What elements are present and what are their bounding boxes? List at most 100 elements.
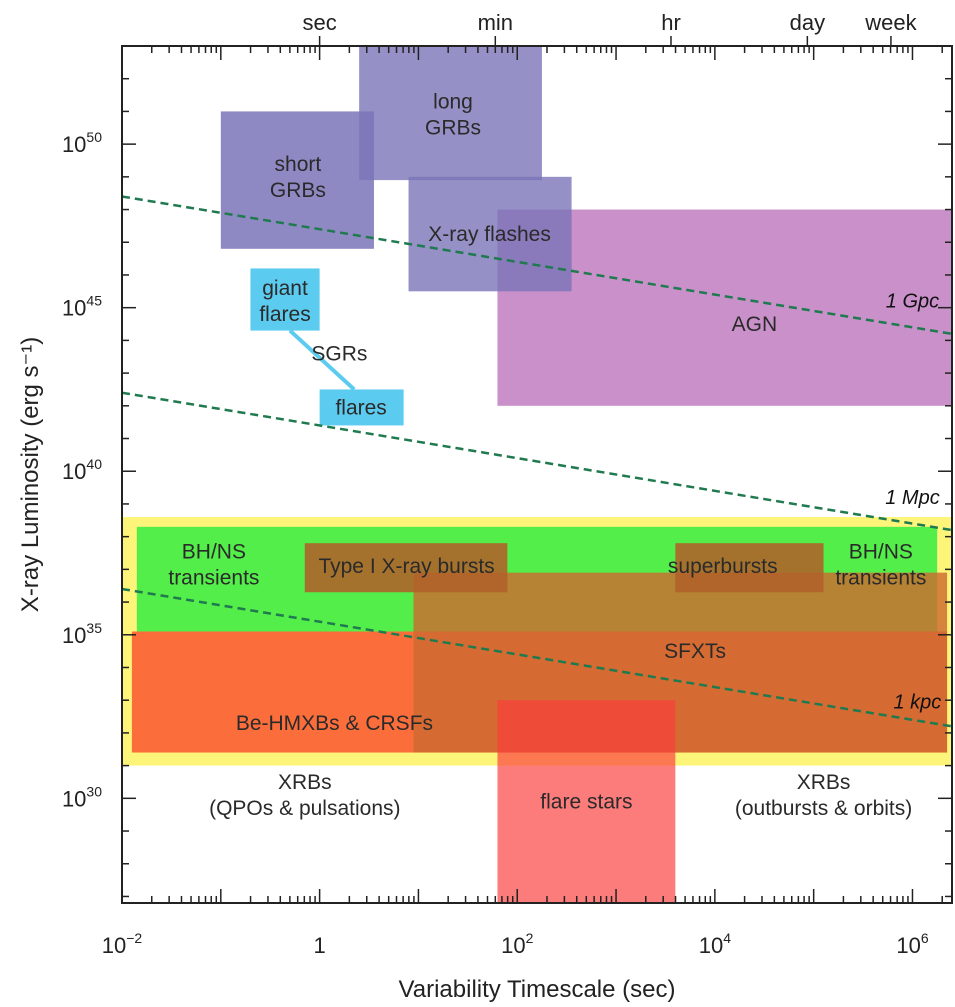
tick-exponent: 50 <box>86 129 102 145</box>
region-label-line: (QPOs & pulsations) <box>209 797 400 820</box>
region-label-line: AGN <box>732 313 778 336</box>
tick-base: 10 <box>62 132 86 157</box>
region-label-line: long <box>433 91 473 114</box>
tick-base: 10 <box>102 933 126 958</box>
region-label-13: XRBs (QPOs & pulsations) <box>209 771 400 820</box>
region-label-line: BH/NS <box>849 540 913 563</box>
distance-line-1 <box>121 391 953 532</box>
region-label-line: GRBs <box>270 179 326 202</box>
region-type-i-bursts-box <box>304 543 508 593</box>
tick-exponent: 30 <box>86 783 102 799</box>
tick-base: 10 <box>62 296 86 321</box>
region-superbursts-box <box>675 543 824 593</box>
distance-line-2 <box>121 587 953 728</box>
y-tick-label-1: 1035 <box>62 620 102 648</box>
tick-exponent: 45 <box>86 293 102 309</box>
region-x-ray-flashes-box <box>408 176 572 292</box>
tick-base: 10 <box>699 933 723 958</box>
region-agn-box <box>497 209 952 406</box>
region-long-grbs-box <box>359 46 542 181</box>
x-tick-label-0: 10−2 <box>102 930 143 958</box>
region-label-line: flare stars <box>540 791 632 814</box>
region-label-10: BH/NS transients <box>835 540 926 589</box>
region-label-line: short <box>275 153 322 176</box>
region-label-line: XRBs <box>797 771 851 794</box>
region-label-line: flares <box>259 303 310 326</box>
x-tick-label-4: 106 <box>896 930 928 958</box>
y-tick-label-0: 1030 <box>62 783 102 811</box>
distance-line-label-0: 1 Gpc <box>886 291 939 313</box>
region-giant-flares-box <box>250 268 320 331</box>
region-flares-box <box>319 389 404 426</box>
x-tick-label-2: 102 <box>501 930 533 958</box>
x-axis-ticks: 10−2 1 102 104 106 <box>102 46 943 958</box>
region-label-line: flares <box>335 396 386 419</box>
connectors-layer <box>288 329 356 391</box>
tick-base: 10 <box>62 786 86 811</box>
y-tick-label-3: 1045 <box>62 293 102 321</box>
top-axis-ticks: sec min hr day week <box>302 10 918 46</box>
region-label-4: SGRs <box>311 342 367 365</box>
region-label-9: superbursts <box>668 555 778 578</box>
distance-line-0 <box>121 195 953 336</box>
region-label-line: XRBs <box>278 771 332 794</box>
region-labels-layer: long GRBs short GRBs X-ray flashes giant flare… <box>168 91 926 820</box>
regions-layer <box>122 46 952 903</box>
region-label-3: giant flares <box>259 277 310 326</box>
tick-base: 10 <box>62 623 86 648</box>
top-tick-label-2: hr <box>661 10 681 35</box>
region-label-line: transients <box>168 566 259 589</box>
region-label-line: Type I X-ray bursts <box>318 555 494 578</box>
tick-exponent: 35 <box>86 620 102 636</box>
region-label-line: GRBs <box>425 117 481 140</box>
region-label-5: flares <box>335 396 386 419</box>
region-label-line: Be-HMXBs & CRSFs <box>236 712 433 735</box>
distance-line-label-1: 1 Mpc <box>885 487 939 509</box>
tick-base: 10 <box>501 933 525 958</box>
tick-exponent: 4 <box>723 930 731 946</box>
y-axis-title: X-ray Luminosity (erg s⁻¹) <box>17 337 44 612</box>
y-tick-label-4: 1050 <box>62 129 102 157</box>
axes-layer <box>121 45 953 904</box>
region-label-11: SFXTs <box>664 640 726 663</box>
top-tick-label-3: day <box>790 10 825 35</box>
distance-line-label-2: 1 kpc <box>894 691 942 713</box>
region-label-2: X-ray flashes <box>428 223 551 246</box>
region-label-12: Be-HMXBs & CRSFs <box>236 712 433 735</box>
x-axis-title: Variability Timescale (sec) <box>399 976 676 1003</box>
tick-exponent: −2 <box>126 930 142 946</box>
region-label-7: BH/NS transients <box>168 540 259 589</box>
x-tick-label-3: 104 <box>699 930 731 958</box>
tick-base: 10 <box>62 459 86 484</box>
region-flare-stars-band <box>497 700 676 903</box>
region-label-line: SGRs <box>311 342 367 365</box>
region-label-line: giant <box>262 277 308 300</box>
region-label-1: short GRBs <box>270 153 326 202</box>
region-label-line: (outbursts & orbits) <box>735 797 912 820</box>
tick-base: 10 <box>896 933 920 958</box>
region-label-line: superbursts <box>668 555 778 578</box>
region-label-15: XRBs (outbursts & orbits) <box>735 771 912 820</box>
distance-lines-layer: 1 Gpc 1 Mpc 1 kpc <box>121 195 953 728</box>
region-label-0: long GRBs <box>425 91 481 140</box>
tick-exponent: 6 <box>921 930 929 946</box>
region-label-14: flare stars <box>540 791 632 814</box>
y-tick-label-2: 1040 <box>62 456 102 484</box>
top-tick-label-0: sec <box>302 10 336 35</box>
sgr-connector <box>288 329 356 391</box>
tick-base: 1 <box>313 933 325 958</box>
x-tick-label-1: 1 <box>313 933 325 958</box>
tick-exponent: 2 <box>526 930 534 946</box>
top-tick-label-4: week <box>864 10 917 35</box>
region-label-line: X-ray flashes <box>428 223 551 246</box>
region-short-grbs-box <box>220 111 374 249</box>
tick-exponent: 40 <box>86 456 102 472</box>
region-label-line: transients <box>835 566 926 589</box>
top-tick-label-1: min <box>478 10 513 35</box>
region-label-line: SFXTs <box>664 640 726 663</box>
region-label-8: Type I X-ray bursts <box>318 555 494 578</box>
region-label-6: AGN <box>732 313 778 336</box>
plot-frame <box>121 45 953 904</box>
